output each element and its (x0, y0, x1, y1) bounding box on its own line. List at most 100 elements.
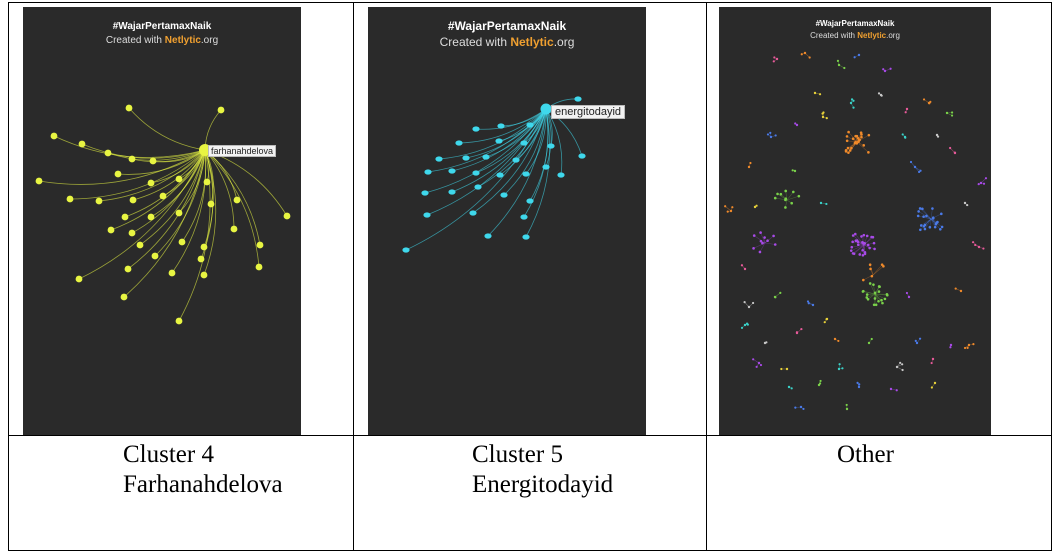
node (935, 222, 938, 225)
node (913, 165, 917, 169)
edge (525, 108, 547, 175)
edge (863, 244, 866, 254)
node (35, 177, 43, 185)
node (578, 153, 586, 159)
node (763, 236, 766, 239)
edge (107, 149, 206, 161)
edge (867, 293, 876, 300)
node (825, 202, 828, 206)
node (797, 194, 801, 198)
node (860, 135, 863, 139)
node (790, 387, 793, 390)
caption-other: Other (837, 441, 894, 468)
node (857, 53, 861, 57)
node (877, 290, 881, 293)
node (923, 227, 927, 231)
node (526, 122, 534, 128)
edge (919, 208, 932, 220)
node (843, 66, 846, 70)
node (474, 184, 482, 190)
edge (848, 131, 858, 143)
node (743, 323, 747, 327)
node (159, 192, 167, 200)
node (836, 59, 840, 62)
node (197, 255, 205, 263)
node (779, 291, 782, 294)
cluster-4-caption-cell: Cluster 4 Farhanahdelova (8, 435, 354, 551)
edge (873, 293, 876, 305)
node (792, 190, 795, 194)
node (862, 144, 866, 147)
node (50, 132, 58, 140)
node (939, 228, 942, 231)
node (860, 133, 863, 136)
node (966, 346, 969, 350)
node (799, 405, 803, 409)
node (949, 146, 952, 150)
node (977, 245, 981, 249)
edge (874, 293, 888, 296)
node (512, 157, 520, 163)
node (751, 301, 755, 305)
node (861, 248, 865, 252)
cluster-5-image-cell: #WajarPertamaxNaik Created with Netlytic… (353, 2, 707, 436)
node (872, 241, 876, 245)
edge (869, 283, 876, 295)
node (772, 234, 775, 238)
node (883, 297, 887, 301)
other-caption-cell: Other (706, 435, 1052, 551)
node (104, 149, 112, 157)
node (821, 115, 825, 119)
node (752, 247, 755, 250)
node (817, 383, 821, 387)
node (865, 293, 869, 296)
edge (918, 211, 932, 220)
node (950, 111, 954, 114)
node (775, 57, 779, 61)
hashtag-title: #WajarPertamaxNaik (112, 21, 212, 32)
node (78, 140, 86, 148)
edge (866, 293, 876, 298)
edge (451, 108, 547, 172)
node (927, 101, 931, 105)
node (915, 341, 919, 345)
node (784, 189, 788, 193)
node (874, 303, 878, 307)
hub-label-farhanahdelova: farhanahdelova (208, 145, 277, 157)
node (759, 239, 763, 243)
edge (204, 149, 261, 246)
node (136, 241, 144, 249)
node (773, 196, 777, 200)
other-edges (724, 51, 988, 411)
node (203, 178, 211, 186)
node (421, 190, 429, 196)
node (207, 200, 215, 208)
node (858, 253, 862, 256)
node (423, 212, 431, 218)
cluster-5-caption-cell: Cluster 5 Energitodayid (353, 435, 707, 551)
node (825, 317, 829, 321)
edge (859, 244, 865, 255)
node (935, 133, 939, 137)
edge (475, 108, 547, 130)
node (752, 234, 756, 237)
edge (845, 141, 858, 152)
node (852, 106, 855, 109)
node (873, 291, 877, 295)
node (769, 131, 772, 134)
node (918, 207, 922, 210)
node (749, 161, 752, 165)
node (865, 296, 869, 299)
node (806, 300, 810, 303)
node (854, 239, 858, 242)
node (953, 151, 957, 155)
node (901, 133, 904, 136)
node (740, 264, 744, 267)
node (851, 240, 854, 244)
node (424, 169, 432, 175)
node (803, 51, 807, 55)
edge (874, 286, 880, 295)
node (522, 234, 530, 240)
node (773, 56, 776, 59)
cluster-5-network-graph: #WajarPertamaxNaik Created with Netlytic… (368, 7, 646, 435)
